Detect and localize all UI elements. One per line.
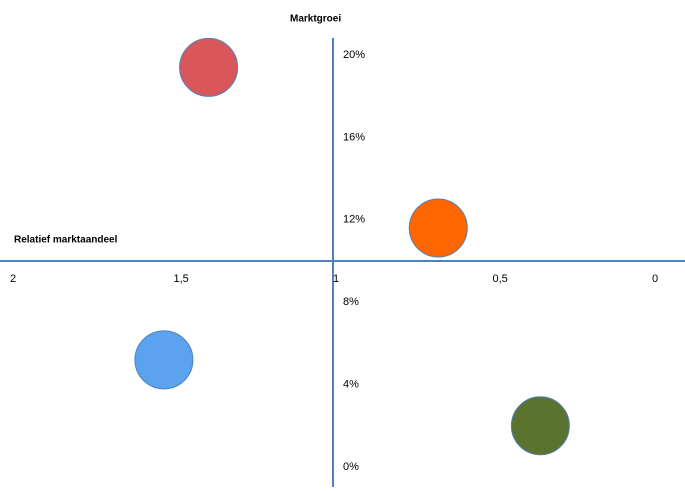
x-tick-label: 1,5 [174,273,189,285]
bubble [408,198,468,258]
x-tick-label: 1 [333,273,339,285]
y-tick-label: 16% [343,131,365,143]
x-tick-label: 0 [652,273,658,285]
x-tick-label: 2 [10,273,16,285]
y-tick-label: 12% [343,214,365,226]
y-axis-label: Marktgroei [290,14,341,25]
bubble [510,396,570,456]
y-tick-label: 8% [343,296,359,308]
y-tick-label: 20% [343,49,365,61]
x-tick-label: 0,5 [493,273,508,285]
y-tick-label: 0% [343,461,359,473]
bubble [134,330,194,390]
bubble [179,37,239,97]
x-axis-label: Relatief marktaandeel [14,235,118,246]
y-tick-label: 4% [343,379,359,391]
